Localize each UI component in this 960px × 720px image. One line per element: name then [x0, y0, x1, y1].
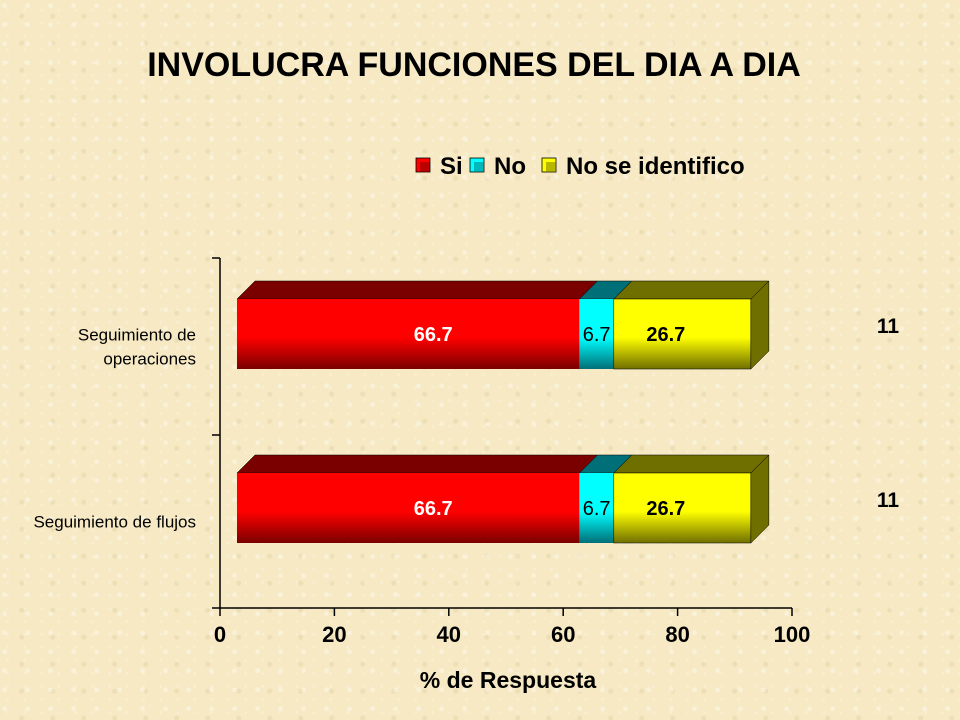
category-label: Seguimiento de [78, 326, 196, 345]
legend-label: No se identifico [566, 153, 745, 180]
bar-segment [613, 298, 752, 370]
category-label: operaciones [103, 350, 196, 369]
x-tick-label: 40 [437, 622, 461, 647]
bar-value-label: 6.7 [583, 498, 611, 520]
bar-value-label: 66.7 [414, 498, 453, 520]
bar-segment [237, 473, 580, 543]
bar-segment [613, 472, 752, 544]
x-tick-label: 80 [665, 622, 689, 647]
x-axis-title: % de Respuesta [420, 667, 597, 693]
x-tick-label: 60 [551, 622, 575, 647]
bar-side-face [750, 280, 770, 370]
x-tick-label: 100 [774, 622, 811, 647]
legend-swatch-shade [474, 162, 484, 172]
bar-segment [237, 299, 580, 369]
bar-value-label: 6.7 [583, 324, 611, 346]
bar-segment [579, 299, 614, 369]
legend-label: No [494, 153, 526, 180]
x-tick-label: 0 [214, 622, 226, 647]
bar-value-label: 66.7 [414, 324, 453, 346]
bar-top-face [613, 280, 770, 300]
chart-title: INVOLUCRA FUNCIONES DEL DIA A DIA [147, 46, 801, 84]
category-label: Seguimiento de flujos [33, 513, 196, 532]
bar-side-face [750, 454, 770, 544]
legend-swatch-shade [420, 162, 430, 172]
bar-top-face [236, 280, 599, 300]
bar-value-label: 26.7 [646, 324, 685, 346]
bar-segment [579, 473, 614, 543]
x-tick-label: 20 [322, 622, 346, 647]
legend-label: Si [440, 153, 463, 180]
bar-top-face [236, 454, 599, 474]
bar-count-annotation: 11 [877, 315, 900, 338]
bar-top-face [613, 454, 770, 474]
legend-swatch-shade [546, 162, 556, 172]
bar-value-label: 26.7 [646, 498, 685, 520]
bar-count-annotation: 11 [877, 489, 900, 512]
